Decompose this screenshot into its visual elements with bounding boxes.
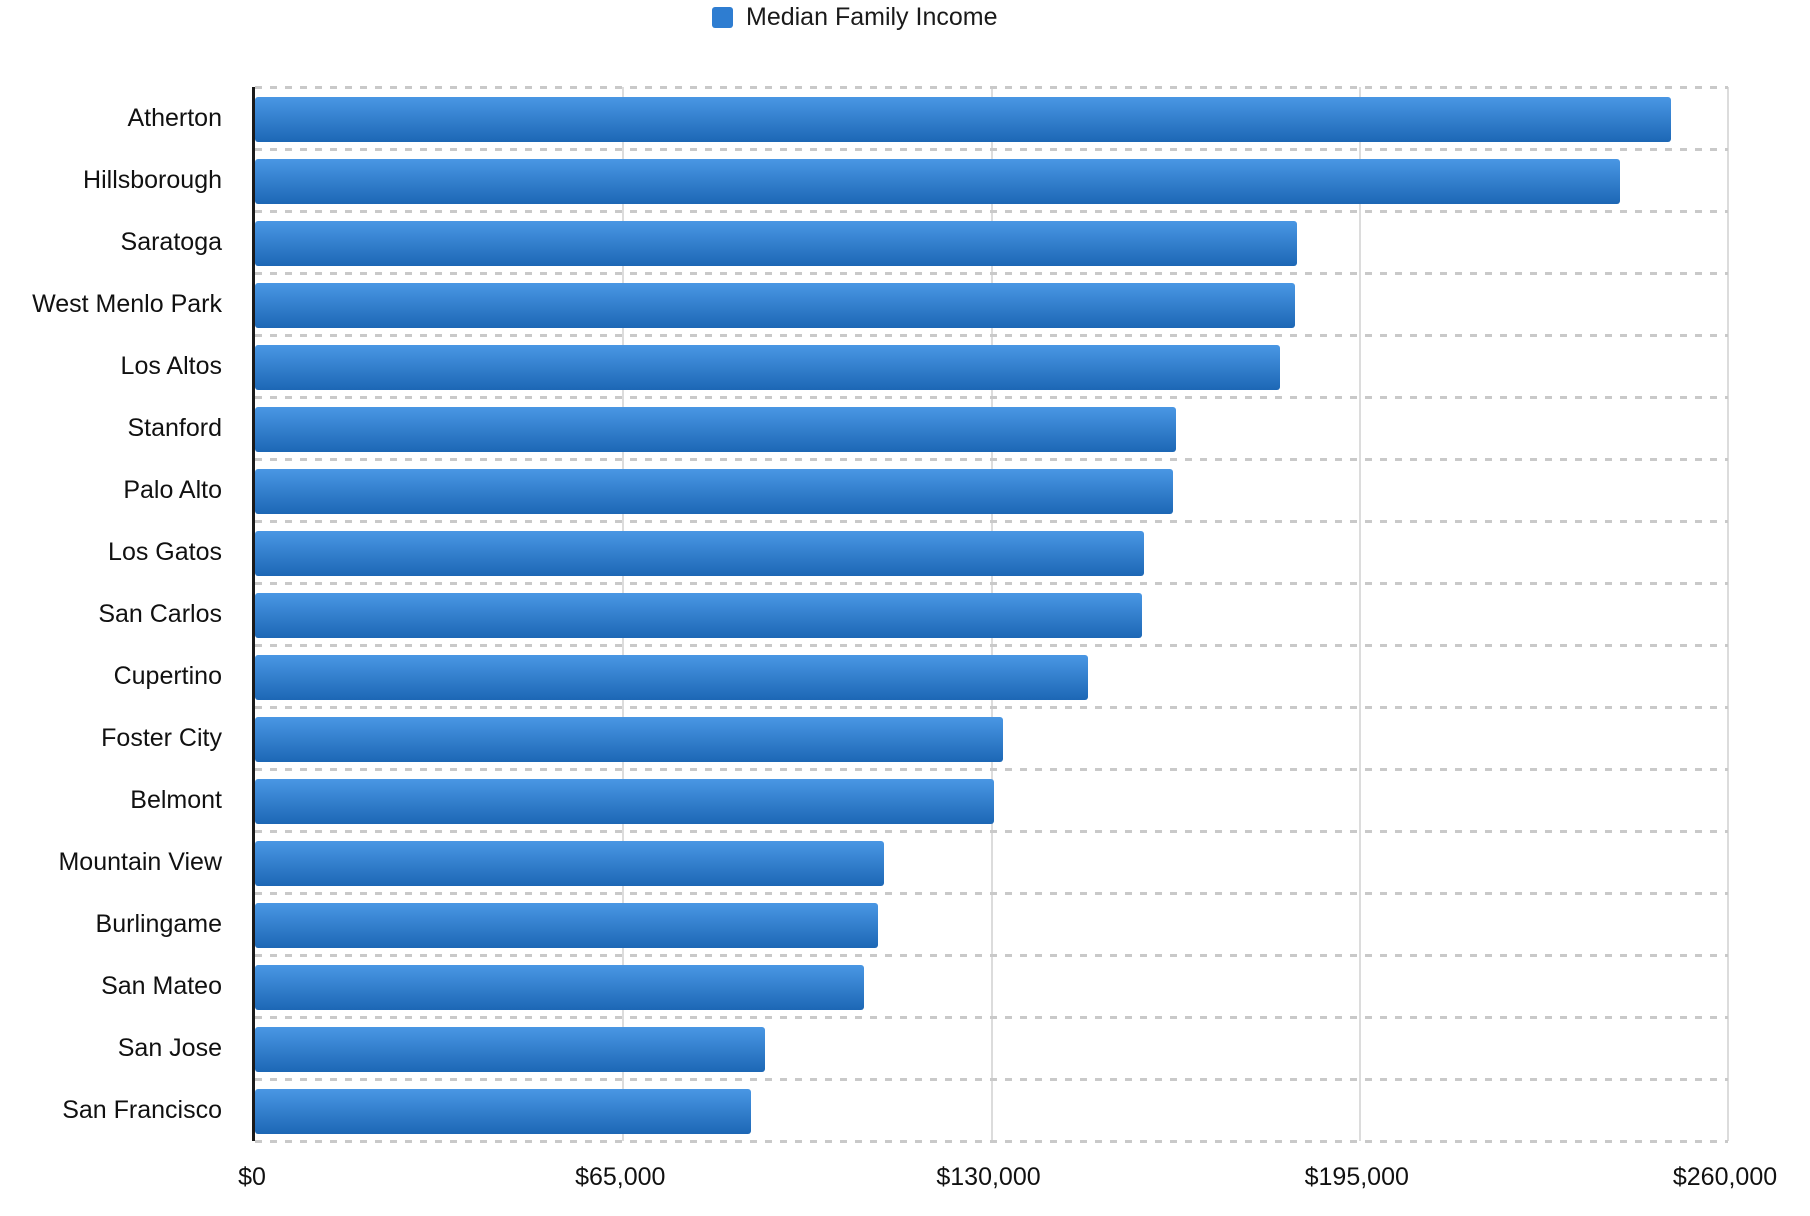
bar-row [255,335,1728,397]
category-label: Foster City [101,724,222,752]
bar-row [255,645,1728,707]
category-label: Palo Alto [123,476,222,504]
x-tick-label: $65,000 [575,1163,666,1191]
category-label: Hillsborough [83,166,222,194]
category-label: Los Altos [120,352,222,380]
horizontal-gridline [255,210,1728,213]
legend-label: Median Family Income [746,3,998,31]
income-bar [255,531,1145,576]
income-bar [255,593,1142,638]
horizontal-gridline [255,148,1728,151]
category-label: Atherton [127,104,222,132]
horizontal-gridline [255,1016,1728,1019]
category-label: Burlingame [95,910,222,938]
x-tick-label: $0 [238,1163,266,1191]
horizontal-gridline [255,644,1728,647]
horizontal-gridline [255,86,1728,89]
category-label: Mountain View [58,848,222,876]
bar-row [255,521,1728,583]
income-bar [255,469,1173,514]
horizontal-gridline [255,520,1728,523]
chart-legend: Median Family Income [712,2,997,32]
bar-row [255,831,1728,893]
category-label: Saratoga [120,228,222,256]
legend-swatch-icon [712,6,733,28]
category-label: San Mateo [101,972,222,1000]
bar-row [255,769,1728,831]
horizontal-gridline [255,830,1728,833]
x-tick-label: $130,000 [936,1163,1041,1191]
category-label: Los Gatos [108,538,222,566]
income-bar [255,655,1088,700]
category-labels: Atherton Hillsborough Saratoga West Menlo P… [0,87,222,1141]
income-bar [255,779,995,824]
horizontal-gridline [255,1140,1728,1143]
bar-row [255,583,1728,645]
vertical-gridline [1727,87,1729,1141]
income-bar [255,221,1298,266]
income-bar [255,97,1672,142]
income-bar [255,1027,765,1072]
bar-row [255,397,1728,459]
horizontal-gridline [255,954,1728,957]
bar-row [255,273,1728,335]
x-tick-label: $195,000 [1304,1163,1409,1191]
income-bar [255,283,1295,328]
category-label: San Carlos [98,600,222,628]
horizontal-gridline [255,396,1728,399]
bar-row [255,1079,1728,1141]
x-tick-label: $260,000 [1672,1163,1778,1191]
bar-row [255,1017,1728,1079]
horizontal-gridline [255,272,1728,275]
income-bar [255,841,884,886]
bar-row [255,149,1728,211]
plot-area [252,86,1729,1143]
vertical-gridline [1358,87,1361,1141]
horizontal-gridline [255,892,1728,895]
bar-row [255,707,1728,769]
category-label: Stanford [127,414,222,442]
income-bar [255,407,1176,452]
bar-row [255,211,1728,273]
horizontal-gridline [255,458,1728,461]
horizontal-gridline [255,1078,1728,1081]
income-bar [255,345,1281,390]
category-label: Cupertino [113,662,222,690]
category-label: San Jose [117,1034,222,1062]
category-label: West Menlo Park [32,290,222,318]
bar-row [255,87,1728,149]
income-bar [255,1089,751,1134]
bar-row [255,893,1728,955]
income-bar [255,965,865,1010]
horizontal-gridline [255,768,1728,771]
income-bar [255,903,879,948]
bar-row [255,459,1728,521]
horizontal-gridline [255,582,1728,585]
income-bar [255,717,1003,762]
horizontal-gridline [255,334,1728,337]
horizontal-gridline [255,706,1728,709]
category-label: Belmont [130,786,222,814]
category-label: San Francisco [62,1096,222,1124]
bar-row [255,955,1728,1017]
income-bar [255,159,1621,204]
